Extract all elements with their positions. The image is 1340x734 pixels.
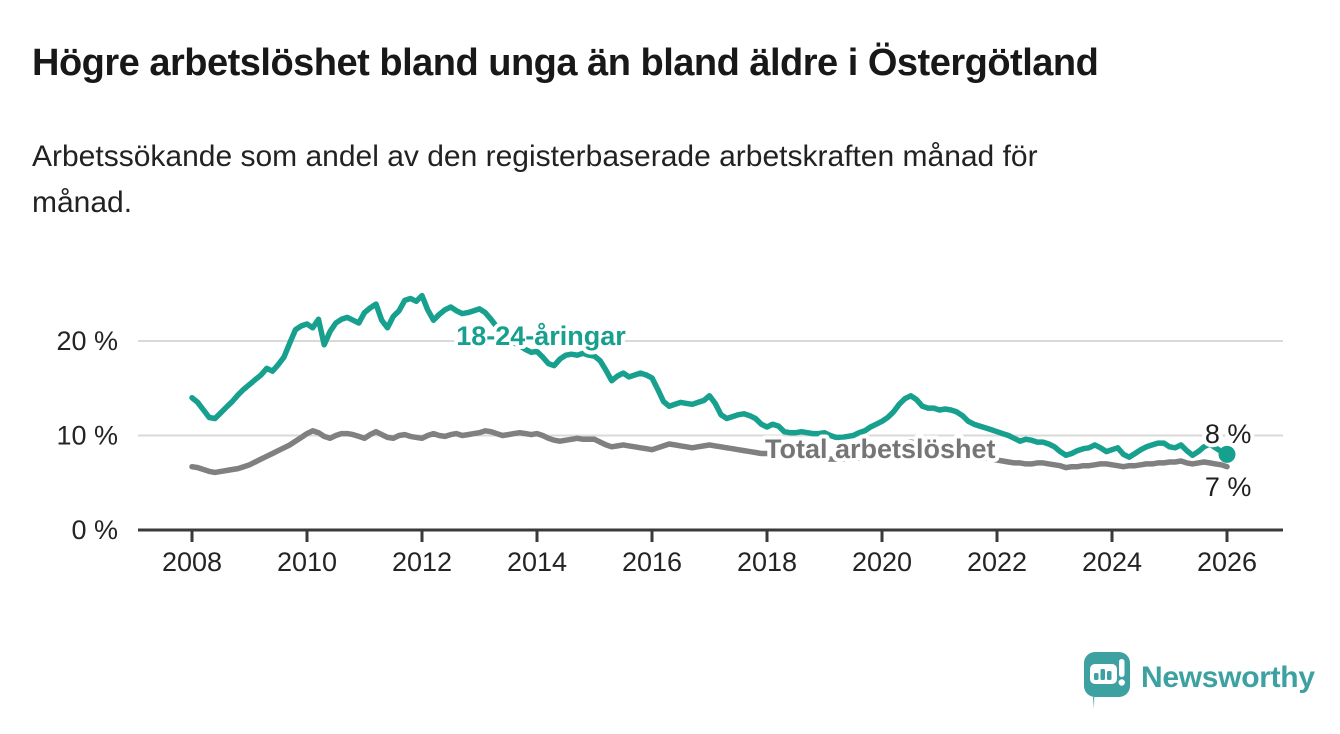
y-axis-labels: 0 % 10 % 20 % — [56, 326, 118, 545]
logo-exclamation-icon — [1118, 659, 1125, 686]
x-tick-label: 2012 — [392, 547, 452, 577]
x-tick-label: 2008 — [162, 547, 222, 577]
x-tick-label: 2016 — [622, 547, 682, 577]
latest-point-dot — [1218, 445, 1236, 463]
label-total-series: Total arbetslöshet — [765, 434, 996, 464]
label-total-latest: 7 % — [1205, 472, 1252, 502]
x-tick-label: 2018 — [737, 547, 797, 577]
chart-subtitle-line-1: Arbetssökande som andel av den registerb… — [32, 140, 1038, 173]
series-line-total — [189, 428, 1230, 476]
chart-subtitle-line-2: månad. — [32, 186, 133, 219]
x-tick-label: 2024 — [1082, 547, 1142, 577]
logo-bar-chart-icon — [1094, 669, 1112, 680]
x-tick-label: 2010 — [277, 547, 337, 577]
gridlines — [138, 340, 1283, 437]
series-end-dot — [1218, 445, 1236, 463]
chart-subtitle: Arbetssökande som andel av den registerb… — [32, 134, 1038, 226]
label-youth-latest: 8 % — [1205, 419, 1252, 449]
x-axis: 2008 2010 2012 2014 2016 2018 2020 2022 2024 2026 — [138, 528, 1283, 577]
series-line-youth — [189, 292, 1230, 460]
newsworthy-branding: Newsworthy — [1083, 651, 1315, 711]
newsworthy-wordmark: Newsworthy — [1141, 661, 1315, 694]
x-tick-label: 2014 — [507, 547, 567, 577]
y-tick-label: 0 % — [71, 515, 118, 545]
y-tick-label: 10 % — [56, 421, 118, 451]
x-tick-label: 2026 — [1197, 547, 1257, 577]
chart-title: Högre arbetslöshet bland unga än bland ä… — [32, 42, 1099, 84]
x-tick-label: 2020 — [852, 547, 912, 577]
series-lines — [189, 292, 1230, 476]
label-youth-series: 18-24-åringar — [456, 321, 626, 351]
x-tick-label: 2022 — [967, 547, 1027, 577]
y-tick-label: 20 % — [56, 326, 118, 356]
series-labels: 18-24-åringar Total arbetslöshet 8 % 7 % — [452, 317, 1255, 506]
newsworthy-logo-icon — [1084, 652, 1130, 709]
